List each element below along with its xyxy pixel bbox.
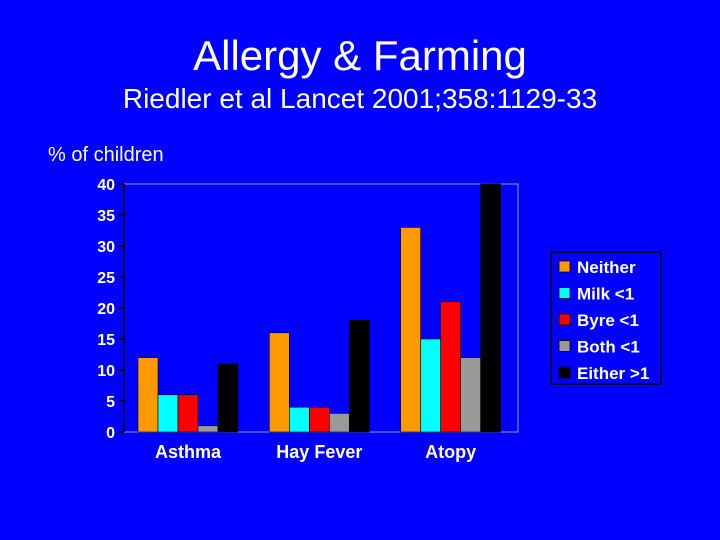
bar <box>400 227 421 433</box>
legend-swatch <box>558 313 571 326</box>
y-tick-label: 15 <box>97 332 115 349</box>
y-tick-label: 0 <box>106 425 115 442</box>
legend-label: Both <1 <box>577 338 640 357</box>
bar <box>460 357 481 433</box>
bar <box>177 394 199 433</box>
y-tick-label: 40 <box>97 177 115 194</box>
legend-label: Milk <1 <box>577 285 634 304</box>
bar <box>157 394 179 433</box>
bar <box>137 357 159 433</box>
legend-swatch <box>558 366 571 379</box>
y-tick-label: 30 <box>97 239 115 256</box>
legend-swatch <box>558 340 571 352</box>
bar <box>329 413 350 433</box>
legend-label: Byre <1 <box>577 311 639 330</box>
bar <box>289 406 310 433</box>
bar <box>420 338 441 433</box>
y-tick-label: 20 <box>97 301 115 318</box>
bar <box>269 332 290 433</box>
bar <box>197 425 219 433</box>
y-axis-label: % of children <box>48 144 164 166</box>
bar <box>349 320 370 433</box>
bar <box>217 363 239 433</box>
y-tick-label: 10 <box>97 363 115 380</box>
x-category-label: Atopy <box>425 442 476 462</box>
y-tick-label: 5 <box>106 394 115 411</box>
x-category-label: Hay Fever <box>276 442 362 462</box>
legend-swatch <box>558 260 571 273</box>
y-tick-label: 35 <box>97 208 115 225</box>
legend-label: Neither <box>577 258 636 277</box>
legend-box <box>550 251 662 385</box>
y-tick-label: 25 <box>97 270 115 287</box>
legend-swatch <box>558 287 571 299</box>
x-category-label: Asthma <box>155 442 222 462</box>
slide-subtitle: Riedler et al Lancet 2001;358:1129-33 <box>122 83 598 114</box>
bar <box>440 301 461 433</box>
bar <box>309 406 330 433</box>
legend-label: Either >1 <box>577 364 649 383</box>
slide-title: Allergy & Farming <box>193 32 527 79</box>
bar <box>480 183 501 433</box>
